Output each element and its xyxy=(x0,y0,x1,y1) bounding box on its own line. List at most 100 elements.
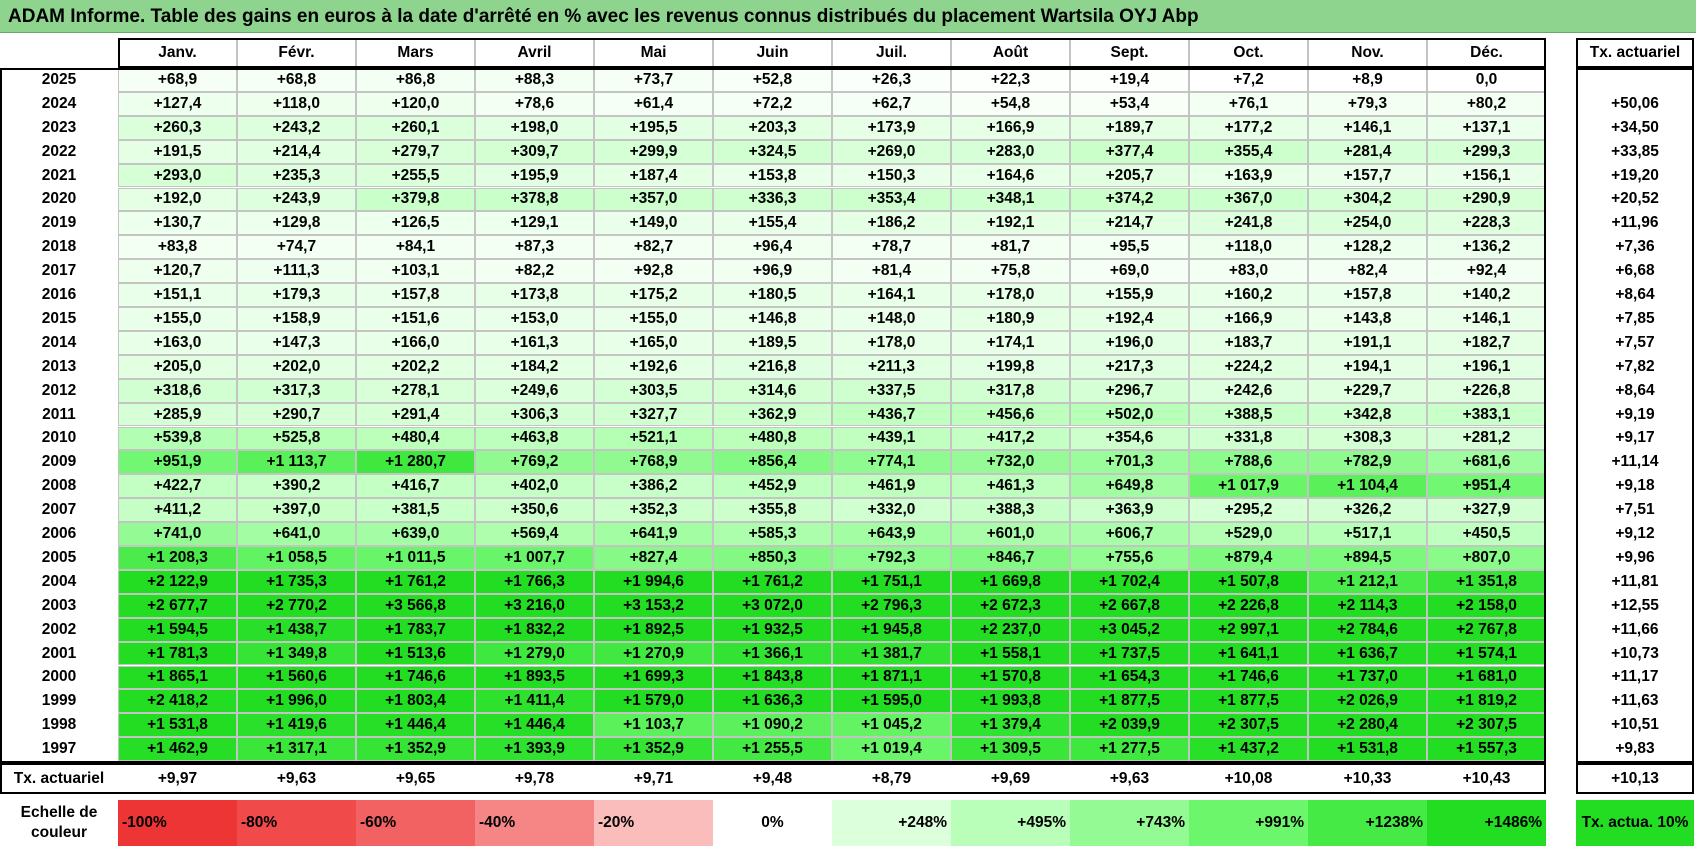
value-cell: +774,1 xyxy=(832,450,951,475)
scale-step: +1238% xyxy=(1308,800,1427,846)
value-cell: +2 767,8 xyxy=(1427,617,1546,642)
value-cell: +417,2 xyxy=(951,426,1070,451)
value-cell: +352,3 xyxy=(594,498,713,523)
value-cell: +83,8 xyxy=(118,235,237,260)
value-cell: +1 751,1 xyxy=(832,569,951,594)
footer-cell: +9,69 xyxy=(990,769,1031,787)
year-label: 2000 xyxy=(41,668,77,686)
value-cell: +1 277,5 xyxy=(1070,737,1189,762)
value-cell: +386,2 xyxy=(594,474,713,499)
value-cell: +1 746,6 xyxy=(356,665,475,690)
value-cell: +92,4 xyxy=(1427,259,1546,284)
value-cell: +416,7 xyxy=(356,474,475,499)
value-cell: +164,6 xyxy=(951,163,1070,188)
value-cell: +8,9 xyxy=(1308,68,1427,92)
scale-step: -80% xyxy=(237,800,356,846)
value-cell: +1 280,7 xyxy=(356,450,475,475)
value-cell: +1 437,2 xyxy=(1189,737,1308,762)
value-cell: +83,0 xyxy=(1189,259,1308,284)
value-cell: +165,0 xyxy=(594,330,713,355)
value-cell: +183,7 xyxy=(1189,330,1308,355)
value-cell: +178,0 xyxy=(832,330,951,355)
value-cell: +3 045,2 xyxy=(1070,617,1189,642)
value-cell: +2 158,0 xyxy=(1427,593,1546,618)
value-cell: +422,7 xyxy=(118,474,237,499)
value-cell: +755,6 xyxy=(1070,546,1189,570)
value-cell: +1 737,0 xyxy=(1308,665,1427,690)
value-cell: +525,8 xyxy=(237,426,356,451)
value-cell: +951,9 xyxy=(118,450,237,475)
year-label: 1997 xyxy=(41,740,77,758)
value-cell: +146,1 xyxy=(1427,307,1546,331)
year-label: 2009 xyxy=(41,453,77,471)
value-cell: +214,4 xyxy=(237,139,356,164)
value-cell: +2 114,3 xyxy=(1308,593,1427,618)
value-cell: +281,4 xyxy=(1308,139,1427,164)
value-cell: +260,1 xyxy=(356,115,475,140)
value-cell: +1 381,7 xyxy=(832,641,951,666)
value-cell: +192,6 xyxy=(594,354,713,379)
value-cell: +173,8 xyxy=(475,283,594,307)
value-cell: +1 462,9 xyxy=(118,737,237,762)
value-cell: +1 574,1 xyxy=(1427,641,1546,666)
year-label: 2014 xyxy=(41,333,77,351)
value-cell: +216,8 xyxy=(713,354,832,379)
value-cell: +1 993,8 xyxy=(951,689,1070,714)
value-cell: +894,5 xyxy=(1308,546,1427,570)
value-cell: +529,0 xyxy=(1189,522,1308,546)
value-cell: +585,3 xyxy=(713,522,832,546)
year-label: 2016 xyxy=(41,286,77,304)
value-cell: +951,4 xyxy=(1427,474,1546,499)
value-cell: +130,7 xyxy=(118,211,237,236)
value-cell: +1 007,7 xyxy=(475,546,594,570)
value-cell: +155,0 xyxy=(118,307,237,331)
value-cell: +1 351,8 xyxy=(1427,569,1546,594)
value-cell: +2 997,1 xyxy=(1189,617,1308,642)
value-cell: +353,4 xyxy=(832,187,951,212)
value-cell: 0,0 xyxy=(1427,68,1546,92)
rate-cell: +33,85 xyxy=(1611,142,1659,160)
value-cell: +355,8 xyxy=(713,498,832,523)
value-cell: +2 039,9 xyxy=(1070,713,1189,738)
value-cell: +363,9 xyxy=(1070,498,1189,523)
value-cell: +166,9 xyxy=(951,115,1070,140)
value-cell: +1 669,8 xyxy=(951,569,1070,594)
value-cell: +1 843,8 xyxy=(713,665,832,690)
value-cell: +158,9 xyxy=(237,307,356,331)
value-cell: +1 270,9 xyxy=(594,641,713,666)
value-cell: +1 011,5 xyxy=(356,546,475,570)
value-cell: +521,1 xyxy=(594,426,713,451)
value-cell: +411,2 xyxy=(118,498,237,523)
value-cell: +163,9 xyxy=(1189,163,1308,188)
value-cell: +782,9 xyxy=(1308,450,1427,475)
rate-cell: +11,66 xyxy=(1611,620,1659,638)
rate-cell: +7,36 xyxy=(1615,238,1655,256)
value-cell: +84,1 xyxy=(356,235,475,260)
value-cell: +254,0 xyxy=(1308,211,1427,236)
value-cell: +436,7 xyxy=(832,402,951,427)
scale-step: -100% xyxy=(118,800,237,846)
rate-cell: +7,57 xyxy=(1615,333,1655,351)
value-cell: +156,1 xyxy=(1427,163,1546,188)
value-cell: +202,0 xyxy=(237,354,356,379)
value-cell: +186,2 xyxy=(832,211,951,236)
value-cell: +1 735,3 xyxy=(237,569,356,594)
rate-cell: +9,17 xyxy=(1615,429,1655,447)
value-cell: +149,0 xyxy=(594,211,713,236)
value-cell: +202,2 xyxy=(356,354,475,379)
column-header: Juin xyxy=(713,38,832,68)
value-cell: +111,3 xyxy=(237,259,356,284)
year-label: 2001 xyxy=(41,644,77,662)
value-cell: +189,7 xyxy=(1070,115,1189,140)
value-cell: +2 796,3 xyxy=(832,593,951,618)
value-cell: +788,6 xyxy=(1189,450,1308,475)
value-cell: +143,8 xyxy=(1308,307,1427,331)
value-cell: +1 994,6 xyxy=(594,569,713,594)
value-cell: +1 255,5 xyxy=(713,737,832,762)
value-cell: +1 560,6 xyxy=(237,665,356,690)
value-cell: +601,0 xyxy=(951,522,1070,546)
rate-cell: +9,19 xyxy=(1615,405,1655,423)
rate-cell: +9,12 xyxy=(1615,525,1655,543)
value-cell: +381,5 xyxy=(356,498,475,523)
value-cell: +195,5 xyxy=(594,115,713,140)
